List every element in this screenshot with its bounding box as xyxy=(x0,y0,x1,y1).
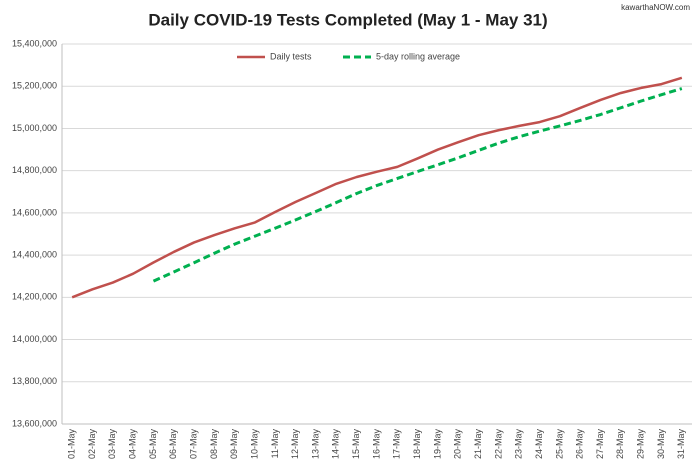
x-tick-label: 17-May xyxy=(392,429,402,460)
y-tick-label: 15,200,000 xyxy=(12,81,57,91)
legend-label: 5-day rolling average xyxy=(376,51,460,61)
x-tick-label: 01-May xyxy=(67,429,77,460)
x-tick-label: 02-May xyxy=(87,429,97,460)
x-tick-label: 16-May xyxy=(371,429,381,460)
y-tick-label: 13,800,000 xyxy=(12,376,57,386)
x-tick-label: 19-May xyxy=(432,429,442,460)
legend-label: Daily tests xyxy=(270,51,312,61)
x-tick-label: 30-May xyxy=(656,429,666,460)
x-tick-label: 04-May xyxy=(128,429,138,460)
series-line xyxy=(71,76,683,299)
x-tick-label: 08-May xyxy=(209,429,219,460)
y-tick-label: 15,000,000 xyxy=(12,123,57,133)
x-tick-label: 09-May xyxy=(229,429,239,460)
x-tick-label: 31-May xyxy=(676,429,686,460)
x-tick-label: 05-May xyxy=(148,429,158,460)
x-tick-label: 29-May xyxy=(636,429,646,460)
x-tick-label: 15-May xyxy=(351,429,361,460)
x-tick-label: 07-May xyxy=(188,429,198,460)
watermark: kawarthaNOW.com xyxy=(621,3,690,12)
x-tick-label: 10-May xyxy=(249,429,259,460)
x-tick-label: 20-May xyxy=(453,429,463,460)
y-tick-label: 14,000,000 xyxy=(12,334,57,344)
x-tick-label: 27-May xyxy=(595,429,605,460)
x-tick-label: 28-May xyxy=(615,429,625,460)
x-tick-label: 12-May xyxy=(290,429,300,460)
series-line xyxy=(152,87,683,283)
x-tick-label: 11-May xyxy=(270,429,280,459)
y-tick-label: 14,600,000 xyxy=(12,207,57,217)
x-tick-label: 03-May xyxy=(107,429,117,460)
x-tick-label: 22-May xyxy=(493,429,503,460)
x-tick-label: 18-May xyxy=(412,429,422,460)
chart-title: Daily COVID-19 Tests Completed (May 1 - … xyxy=(148,10,547,29)
x-tick-label: 13-May xyxy=(310,429,320,460)
y-tick-label: 13,600,000 xyxy=(12,418,57,428)
y-tick-label: 14,200,000 xyxy=(12,292,57,302)
x-tick-label: 23-May xyxy=(514,429,524,460)
x-tick-label: 24-May xyxy=(534,429,544,460)
x-tick-label: 21-May xyxy=(473,429,483,460)
x-tick-label: 26-May xyxy=(575,429,585,460)
y-tick-label: 14,400,000 xyxy=(12,249,57,259)
x-tick-label: 06-May xyxy=(168,429,178,460)
y-tick-label: 15,400,000 xyxy=(12,38,57,48)
x-tick-label: 25-May xyxy=(554,429,564,460)
x-tick-label: 14-May xyxy=(331,429,341,460)
y-tick-label: 14,800,000 xyxy=(12,165,57,175)
